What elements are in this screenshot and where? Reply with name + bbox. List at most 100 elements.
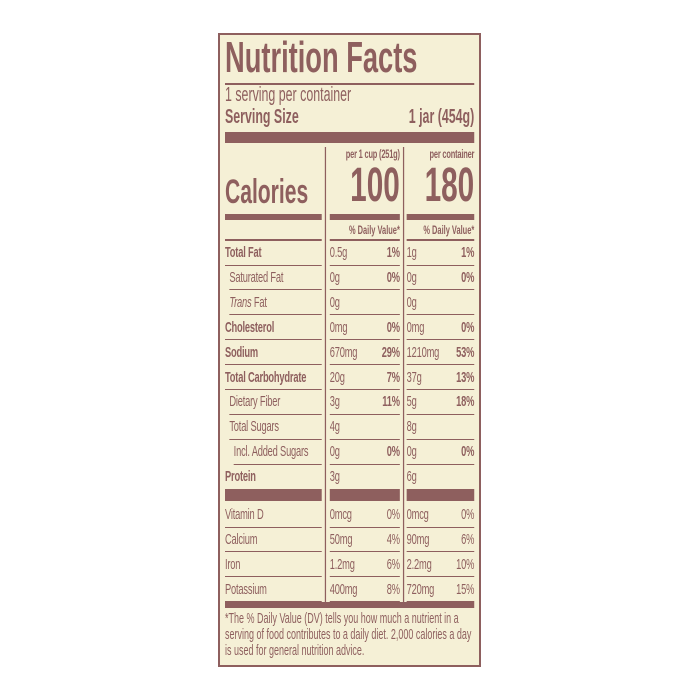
nutrient-name: Saturated Fat [229,268,284,286]
dv-per-container: 0% [461,506,475,523]
nutrient-name: Cholesterol [225,318,275,336]
amount-per-container: 5g [406,393,417,411]
nutrient-name-cell: Trans Fat [229,291,322,316]
per-container-cell: 1g 1% [406,241,474,266]
nutrient-name: Fat [253,293,267,311]
per-container-cell: 37g 13% [406,366,475,390]
nutrient-name: Total Fat [225,244,262,261]
rule [406,239,475,241]
nutrient-name-cell: Total Fat [225,241,322,266]
rule [329,239,400,241]
per-container-cell: 5g 18% [406,390,474,415]
nutrient-name: Calcium [225,530,258,548]
amount-per-container: 0g [406,443,417,461]
amount-per-container: 1210mg [406,343,440,361]
dv-per-cup: 29% [381,343,400,361]
nutrient-name-cell: Sodium [225,341,322,366]
amount-per-cup: 670mg [329,343,358,361]
dv-per-cup: 0% [386,506,400,523]
nutrient-row: Incl. Added Sugars 0g 0% 0g 0% [225,440,474,465]
nutrient-row: Calcium 50mg 4% 90mg 6% [225,528,474,553]
nutrient-row: Dietary Fiber 3g 11% 5g 18% [225,390,474,415]
amount-per-container: 37g [406,368,422,386]
nutrient-name-cell: Saturated Fat [229,266,322,291]
nutrient-name-cell: Total Carbohydrate [225,366,322,390]
column-divider [402,147,405,602]
amount-per-cup: 0g [329,443,340,461]
nutrient-name: Iron [225,555,241,573]
amount-per-cup: 50mg [329,530,353,548]
amount-per-container: 90mg [406,530,430,548]
nutrient-name-cell: Dietary Fiber [229,390,322,415]
serving-size-value: 1 jar (454g) [408,106,475,128]
amount-per-cup: 400mg [329,580,358,598]
amount-per-container: 0mg [406,318,425,336]
dv-per-container: 53% [456,343,475,361]
calories-label: Calories [225,173,309,211]
medium-bar [329,214,400,220]
per-cup-cell: 0g 0% [329,266,400,291]
dv-header-col2: % Daily Value* [423,223,475,237]
per-container-cell: 2.2mg 10% [406,553,475,578]
amount-per-container: 2.2mg [406,555,432,573]
per-container-cell: 0mg 0% [406,316,474,341]
nutrient-name-cell: Calcium [225,528,322,553]
medium-bar [225,214,322,220]
thick-bar [225,490,322,501]
dv-per-container: 13% [456,368,475,386]
per-container-cell: 0g 0% [406,440,474,465]
amount-per-cup: 3g [329,468,340,486]
dv-per-container: 10% [456,555,475,573]
per-cup-cell: 670mg 29% [329,341,400,366]
per-cup-cell: 50mg 4% [329,528,400,553]
per-cup-cell: 4g [329,415,400,440]
dv-per-cup: 7% [386,368,400,386]
nutrient-name: Vitamin D [225,506,264,523]
nutrient-name: Total Carbohydrate [225,368,307,386]
dv-per-cup: 8% [386,580,400,598]
nutrition-facts-label: Nutrition Facts 1 serving per container … [218,33,481,667]
title: Nutrition Facts [225,33,418,82]
per-container-cell: 8g [406,415,475,440]
thick-bar [225,602,475,608]
dv-per-cup: 0% [386,318,400,336]
dv-per-cup: 1% [386,244,400,261]
per-container-cell: 1210mg 53% [406,341,475,366]
calories-col2: 180 [424,159,475,212]
amount-per-cup: 0mcg [329,506,352,523]
nutrient-name-cell: Protein [225,465,322,490]
amount-per-cup: 0.5g [329,244,348,261]
amount-per-cup: 4g [329,418,340,436]
per-container-cell: 90mg 6% [406,528,475,553]
amount-per-cup: 0mg [329,318,348,336]
footnote: *The % Daily Value (DV) tells you how mu… [225,611,472,659]
nutrient-name-cell: Potassium [225,578,322,603]
nutrient-row: Sodium 670mg 29% 1210mg 53% [225,341,474,366]
per-container-cell: 0g [406,291,475,316]
dv-per-container: 0% [461,268,475,286]
column-divider [324,147,327,602]
nutrient-name: Protein [225,468,256,486]
per-cup-cell: 0.5g 1% [329,241,400,266]
thick-bar [329,490,400,501]
nutrient-name: Dietary Fiber [229,393,281,411]
nutrient-row: Vitamin D 0mcg 0% 0mcg 0% [225,503,474,528]
nutrient-row: Potassium 400mg 8% 720mg 15% [225,578,474,603]
amount-per-cup: 0g [329,268,340,286]
nutrient-name-prefix: Trans [229,293,252,311]
amount-per-cup: 3g [329,393,340,411]
calories-col1: 100 [350,159,400,212]
dv-per-container: 6% [461,530,475,548]
amount-per-container: 1g [406,244,417,261]
per-container-cell: 0g 0% [406,266,475,291]
dv-per-cup: 0% [386,268,400,286]
per-container-cell: 720mg 15% [406,578,474,603]
dv-header-col1: % Daily Value* [348,223,400,237]
dv-per-cup: 11% [382,393,400,411]
nutrient-name: Sodium [225,343,258,361]
amount-per-container: 8g [406,418,417,436]
nutrient-row: Total Carbohydrate 20g 7% 37g 13% [225,366,474,391]
medium-bar [406,214,475,220]
per-cup-cell: 0mcg 0% [329,503,400,528]
thick-bar [225,132,475,143]
